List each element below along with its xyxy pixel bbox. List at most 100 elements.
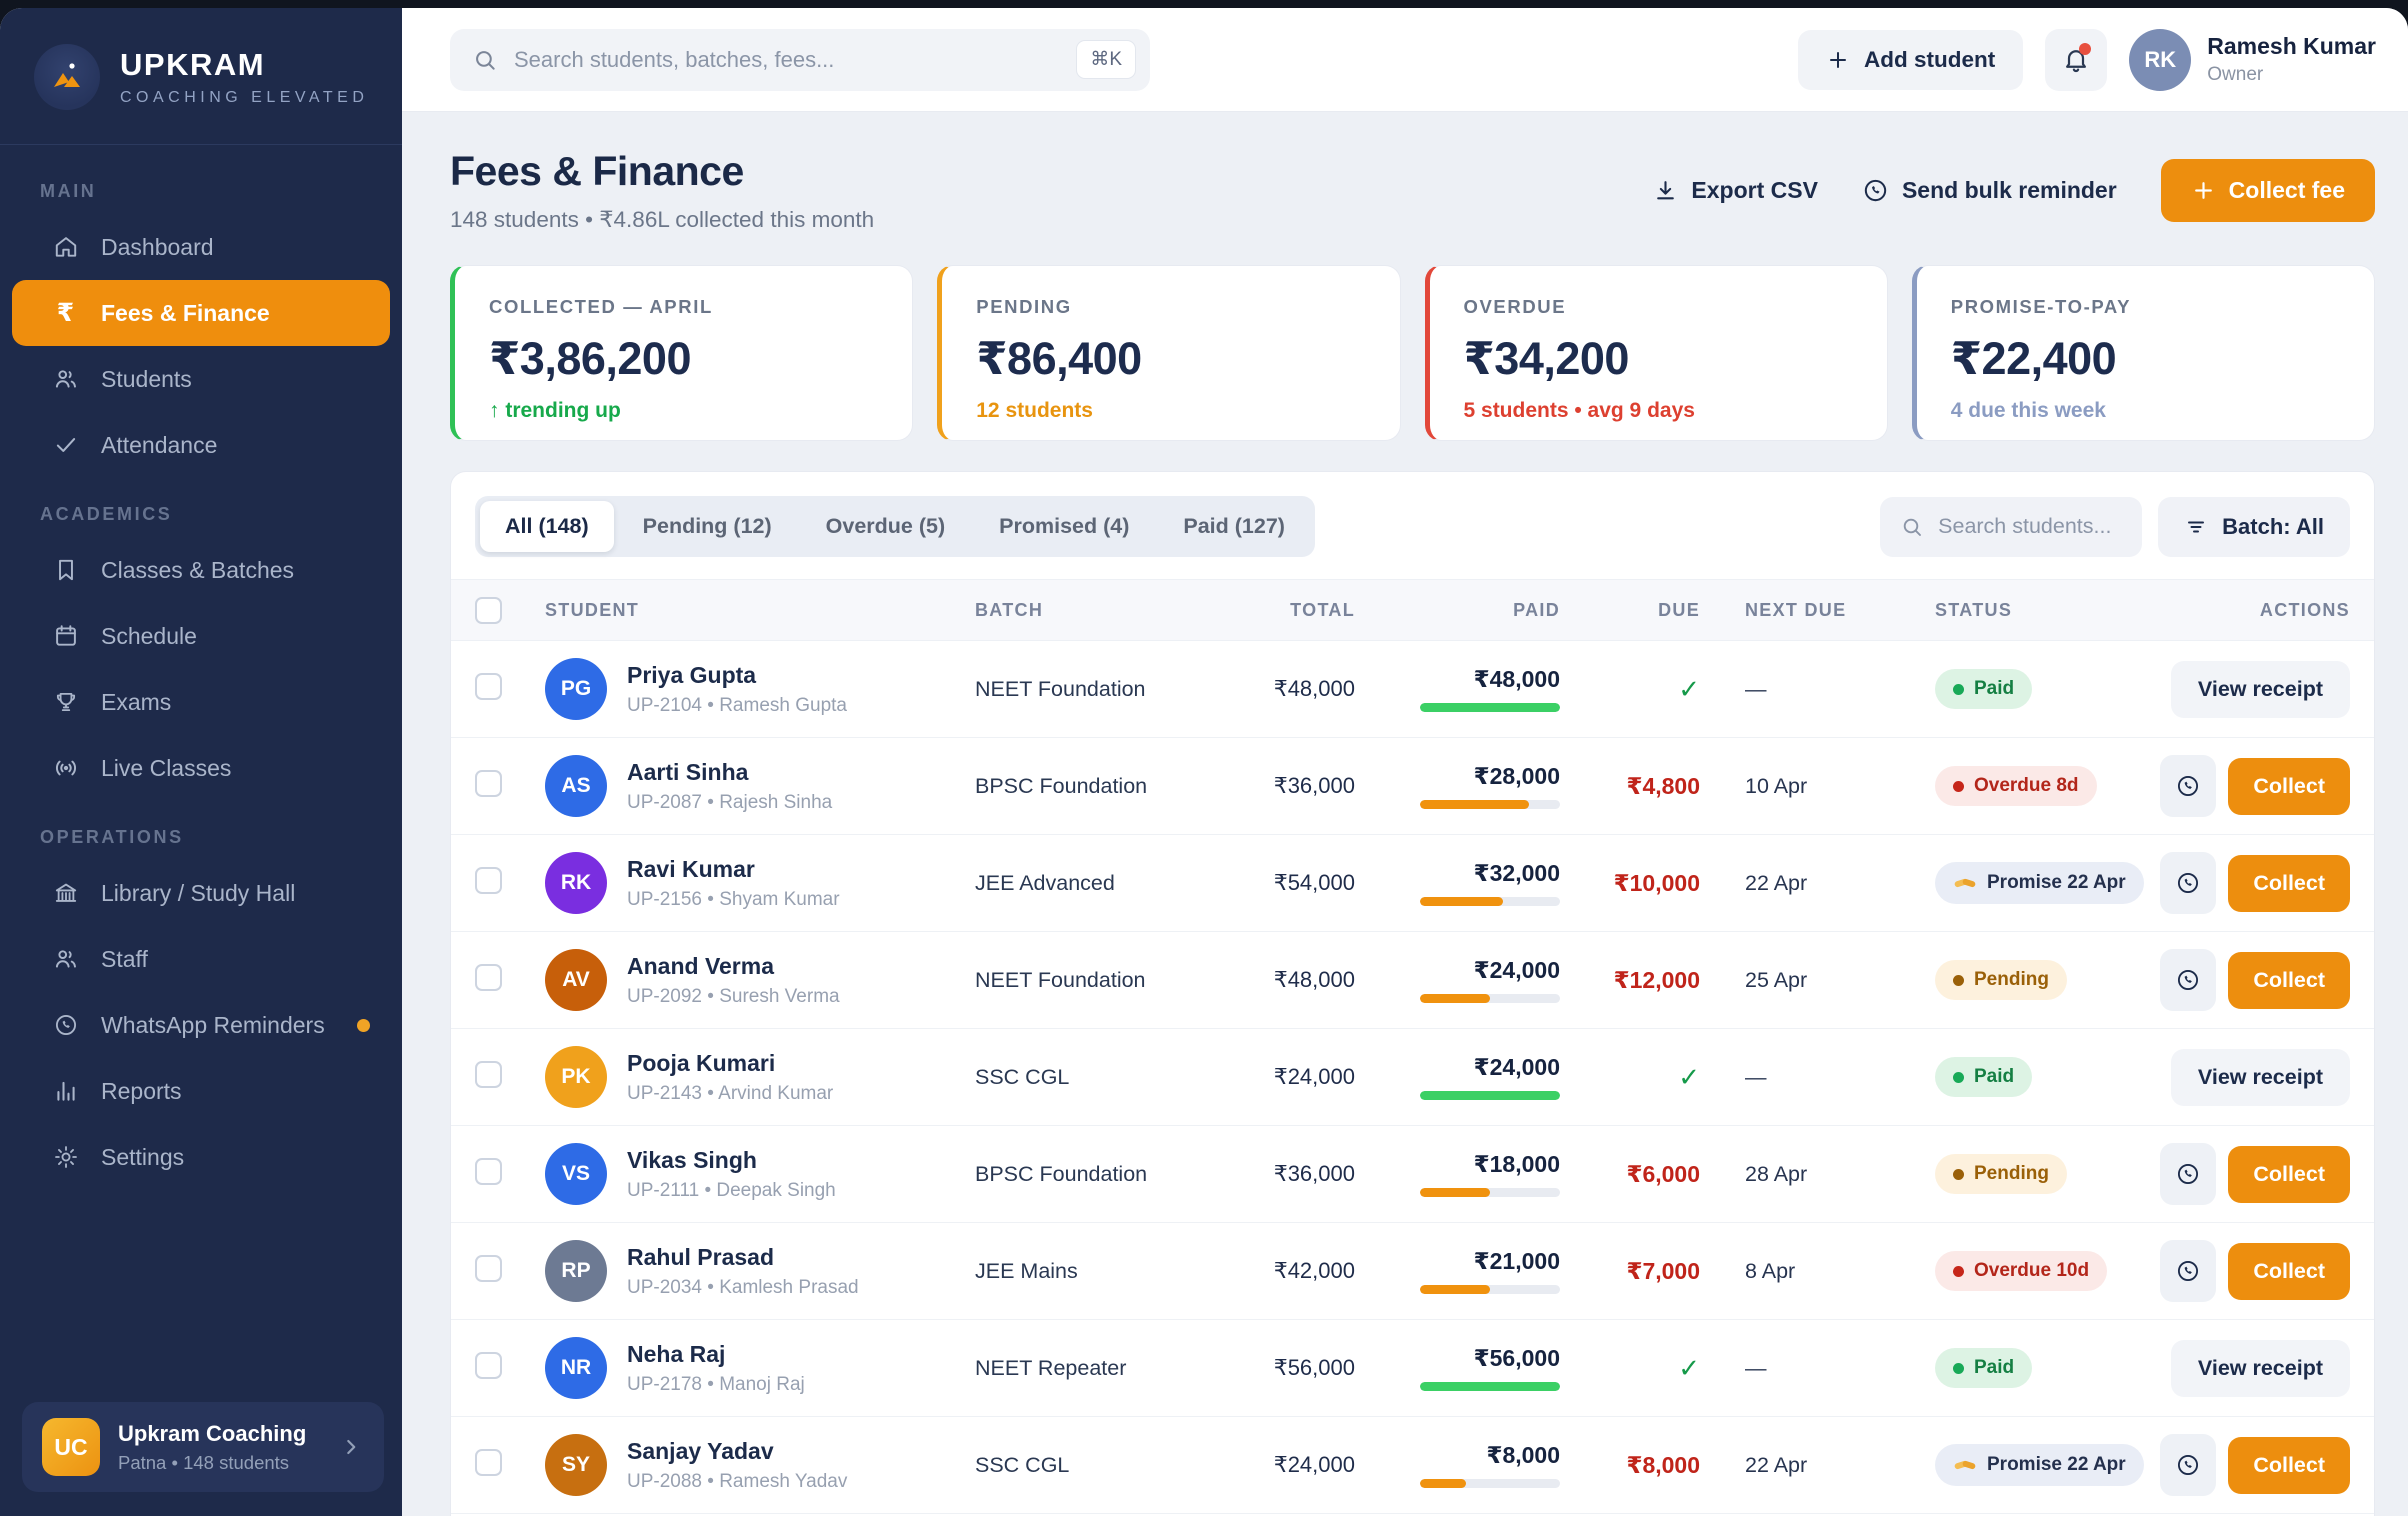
row-checkbox[interactable] bbox=[475, 1449, 502, 1476]
avatar: AV bbox=[545, 949, 607, 1011]
export-csv-button[interactable]: Export CSV bbox=[1653, 177, 1818, 204]
sidebar-item-whatsapp-reminders[interactable]: WhatsApp Reminders bbox=[12, 992, 390, 1058]
sidebar-item-classes-batches[interactable]: Classes & Batches bbox=[12, 537, 390, 603]
status-badge-overdue: Overdue 8d bbox=[1935, 766, 2097, 806]
paid-progress-bar bbox=[1420, 800, 1560, 809]
whatsapp-reminder-button[interactable] bbox=[2160, 852, 2217, 914]
whatsapp-reminder-button[interactable] bbox=[2160, 1240, 2217, 1302]
sidebar-item-label: Classes & Batches bbox=[101, 556, 295, 583]
page-subtitle: 148 students • ₹4.86L collected this mon… bbox=[450, 207, 875, 232]
batch-cell: BPSC Foundation bbox=[975, 773, 1148, 798]
paid-amount: ₹18,000 bbox=[1473, 1151, 1560, 1177]
add-student-button[interactable]: Add student bbox=[1798, 29, 2024, 90]
sidebar-item-settings[interactable]: Settings bbox=[12, 1124, 390, 1190]
brand-logo-icon bbox=[34, 44, 100, 110]
filter-icon bbox=[2184, 515, 2208, 539]
column-header: NEXT DUE bbox=[1745, 599, 1847, 620]
collect-button[interactable]: Collect bbox=[2228, 1242, 2350, 1300]
user-menu[interactable]: RK Ramesh Kumar Owner bbox=[2129, 28, 2376, 91]
student-name: Neha Raj bbox=[627, 1340, 726, 1367]
row-checkbox[interactable] bbox=[475, 770, 502, 797]
users-icon bbox=[52, 946, 79, 972]
collect-button[interactable]: Collect bbox=[2228, 1436, 2350, 1494]
collect-fee-button[interactable]: Collect fee bbox=[2160, 159, 2375, 222]
org-switcher[interactable]: UC Upkram Coaching Patna • 148 students bbox=[22, 1402, 384, 1492]
next-due-cell: 22 Apr bbox=[1745, 870, 1808, 895]
whatsapp-icon bbox=[2175, 773, 2201, 799]
trophy-icon bbox=[52, 689, 79, 715]
sidebar-item-attendance[interactable]: Attendance bbox=[12, 412, 390, 478]
next-due-cell: 25 Apr bbox=[1745, 967, 1808, 992]
sidebar: UPKRAM COACHING ELEVATED MAIN Dashboard ₹ F… bbox=[0, 8, 402, 1516]
global-search[interactable]: ⌘K bbox=[450, 28, 1150, 91]
tab-promised[interactable]: Promised (4) bbox=[974, 501, 1154, 552]
whatsapp-reminder-button[interactable] bbox=[2160, 1434, 2217, 1496]
total-cell: ₹24,000 bbox=[1273, 1452, 1355, 1477]
bookmark-icon bbox=[52, 557, 79, 583]
batch-cell: JEE Advanced bbox=[975, 870, 1115, 895]
column-header: TOTAL bbox=[1290, 599, 1355, 620]
whatsapp-icon bbox=[2175, 870, 2201, 896]
avatar: NR bbox=[545, 1337, 607, 1399]
paid-amount: ₹21,000 bbox=[1473, 1248, 1560, 1274]
student-name: Pooja Kumari bbox=[627, 1049, 776, 1076]
tab-overdue[interactable]: Overdue (5) bbox=[801, 501, 970, 552]
student-name: Ravi Kumar bbox=[627, 855, 755, 882]
global-search-input[interactable] bbox=[514, 46, 1061, 73]
row-checkbox[interactable] bbox=[475, 964, 502, 991]
whatsapp-reminder-button[interactable] bbox=[2160, 949, 2217, 1011]
row-checkbox[interactable] bbox=[475, 1352, 502, 1379]
next-due-cell: — bbox=[1745, 1355, 1767, 1380]
whatsapp-reminder-button[interactable] bbox=[2160, 755, 2217, 817]
tab-pending[interactable]: Pending (12) bbox=[618, 501, 797, 552]
batch-filter-button[interactable]: Batch: All bbox=[2158, 496, 2350, 557]
sidebar-item-staff[interactable]: Staff bbox=[12, 926, 390, 992]
student-name: Aarti Sinha bbox=[627, 758, 749, 785]
status-badge-paid: Paid bbox=[1935, 669, 2033, 709]
view-receipt-button[interactable]: View receipt bbox=[2170, 1048, 2350, 1106]
table-row: RK Ravi Kumar UP-2156 • Shyam Kumar JEE Ad… bbox=[451, 835, 2374, 932]
collect-button[interactable]: Collect bbox=[2228, 951, 2350, 1009]
view-receipt-button[interactable]: View receipt bbox=[2170, 1339, 2350, 1397]
notifications-button[interactable] bbox=[2045, 28, 2108, 91]
row-checkbox[interactable] bbox=[475, 673, 502, 700]
status-badge-pending: Pending bbox=[1935, 960, 2067, 1000]
table-row: AS Aarti Sinha UP-2087 • Rajesh Sinha BPSC… bbox=[451, 738, 2374, 835]
status-dot bbox=[1953, 780, 1964, 792]
view-receipt-button[interactable]: View receipt bbox=[2170, 660, 2350, 718]
tab-paid[interactable]: Paid (127) bbox=[1158, 501, 1310, 552]
table-search[interactable] bbox=[1880, 496, 2143, 557]
table-search-input[interactable] bbox=[1938, 514, 2123, 539]
sidebar-item-reports[interactable]: Reports bbox=[12, 1058, 390, 1124]
sidebar-item-dashboard[interactable]: Dashboard bbox=[12, 214, 390, 280]
tab-all[interactable]: All (148) bbox=[480, 501, 614, 552]
send-bulk-reminder-button[interactable]: Send bulk reminder bbox=[1862, 177, 2117, 204]
select-all-checkbox[interactable] bbox=[475, 596, 502, 624]
sidebar-item-live-classes[interactable]: Live Classes bbox=[12, 735, 390, 801]
stat-value: ₹22,400 bbox=[1950, 333, 2117, 384]
content: Fees & Finance 148 students • ₹4.86L col… bbox=[402, 112, 2408, 1516]
paid-progress-bar bbox=[1420, 1285, 1560, 1294]
row-checkbox[interactable] bbox=[475, 1255, 502, 1282]
collect-button[interactable]: Collect bbox=[2228, 757, 2350, 815]
status-badge-pending: Pending bbox=[1935, 1154, 2067, 1194]
stat-value: ₹34,200 bbox=[1463, 333, 1630, 384]
table-body: PG Priya Gupta UP-2104 • Ramesh Gupta NEET… bbox=[451, 641, 2374, 1514]
paid-cell: ₹28,000 bbox=[1355, 763, 1560, 809]
notification-dot bbox=[2079, 42, 2092, 55]
sidebar-item-library-study-hall[interactable]: Library / Study Hall bbox=[12, 860, 390, 926]
whatsapp-reminder-button[interactable] bbox=[2160, 1143, 2217, 1205]
row-checkbox[interactable] bbox=[475, 867, 502, 894]
row-checkbox[interactable] bbox=[475, 1061, 502, 1088]
sidebar-item-exams[interactable]: Exams bbox=[12, 669, 390, 735]
sidebar-item-fees-finance[interactable]: ₹ Fees & Finance bbox=[12, 280, 390, 346]
collect-button[interactable]: Collect bbox=[2228, 854, 2350, 912]
student-name: Priya Gupta bbox=[627, 661, 757, 688]
sidebar-item-students[interactable]: Students bbox=[12, 346, 390, 412]
org-meta: Patna • 148 students bbox=[118, 1451, 290, 1473]
row-checkbox[interactable] bbox=[475, 1158, 502, 1185]
sidebar-item-schedule[interactable]: Schedule bbox=[12, 603, 390, 669]
student-name: Rahul Prasad bbox=[627, 1243, 774, 1270]
collect-button[interactable]: Collect bbox=[2228, 1145, 2350, 1203]
brand-tagline: COACHING ELEVATED bbox=[120, 89, 369, 106]
